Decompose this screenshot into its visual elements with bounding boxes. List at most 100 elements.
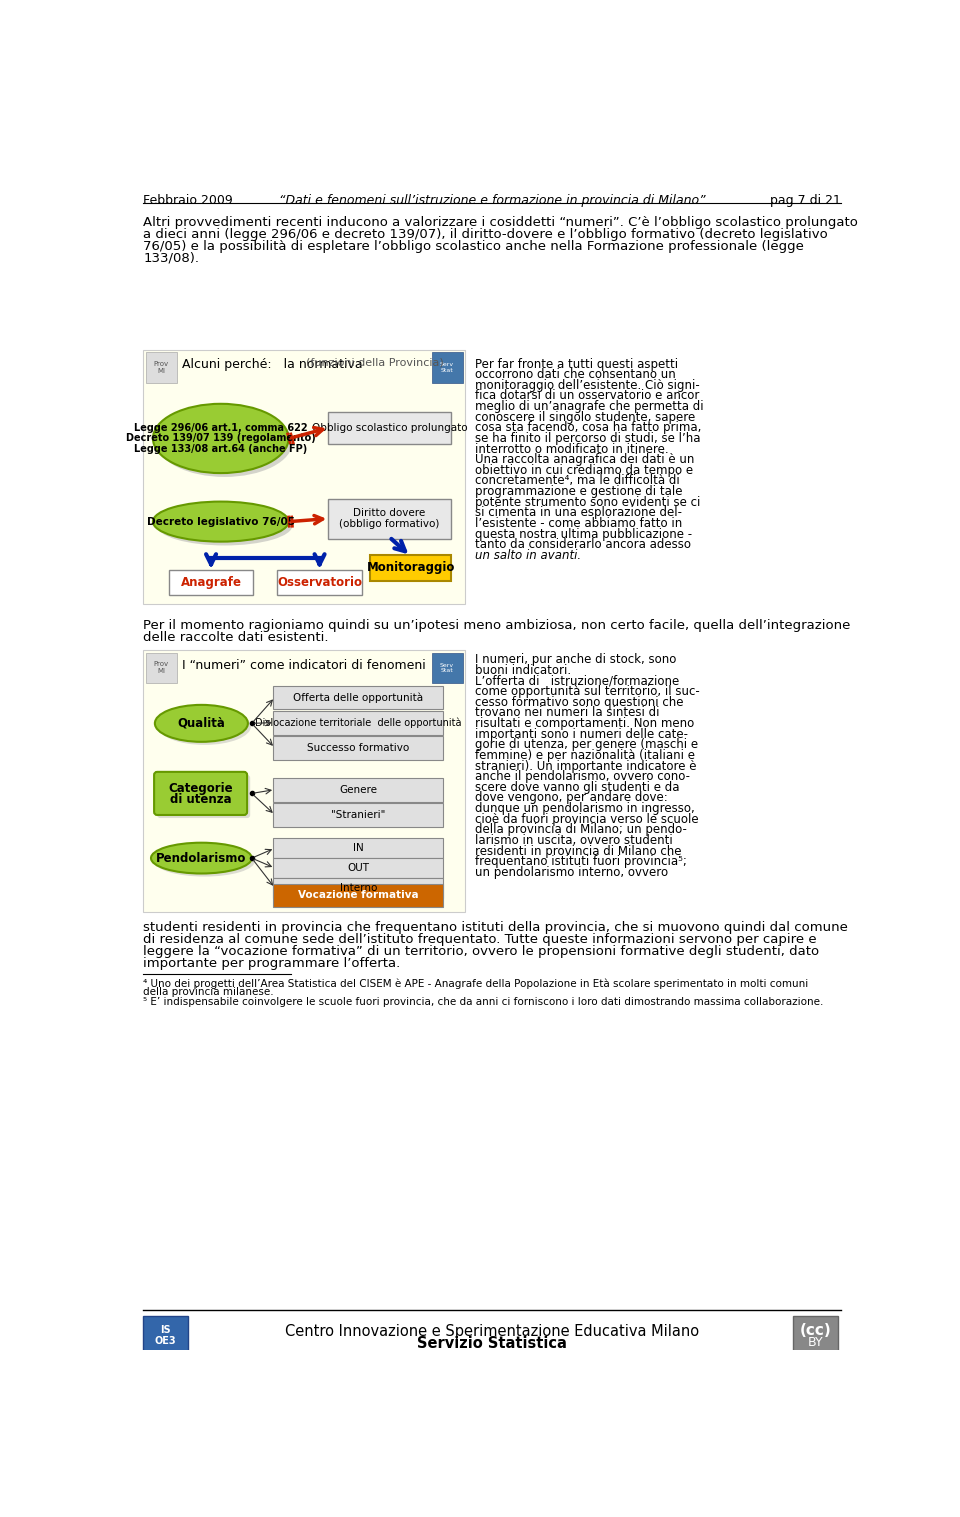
Ellipse shape — [151, 843, 252, 874]
Text: questa nostra ultima pubblicazione -: questa nostra ultima pubblicazione - — [475, 528, 692, 540]
FancyBboxPatch shape — [157, 775, 251, 818]
FancyBboxPatch shape — [143, 1317, 188, 1355]
Text: larismo in uscita, ovvero studenti: larismo in uscita, ovvero studenti — [475, 834, 673, 846]
Text: Legge 296/06 art.1, comma 622: Legge 296/06 art.1, comma 622 — [134, 423, 307, 432]
Text: cosa sta facendo, cosa ha fatto prima,: cosa sta facendo, cosa ha fatto prima, — [475, 422, 702, 434]
FancyBboxPatch shape — [274, 778, 444, 802]
Text: si cimenta in una esplorazione del-: si cimenta in una esplorazione del- — [475, 507, 682, 519]
Text: I “numeri” come indicatori di fenomeni: I “numeri” come indicatori di fenomeni — [182, 660, 425, 672]
FancyBboxPatch shape — [371, 555, 451, 581]
Text: di residenza al comune sede dell’istituto frequentato. Tutte queste informazioni: di residenza al comune sede dell’istitut… — [143, 933, 817, 947]
Text: (cc): (cc) — [800, 1323, 831, 1338]
Text: (obbligo formativo): (obbligo formativo) — [339, 519, 440, 529]
FancyBboxPatch shape — [155, 772, 247, 815]
FancyBboxPatch shape — [274, 711, 444, 734]
Text: Interno: Interno — [340, 883, 377, 894]
Text: Genere: Genere — [339, 784, 377, 795]
Text: scere dove vanno gli studenti e da: scere dove vanno gli studenti e da — [475, 781, 680, 793]
Ellipse shape — [156, 408, 293, 476]
Text: della provincia di Milano; un pendo-: della provincia di Milano; un pendo- — [475, 824, 686, 836]
Text: un pendolarismo interno, ovvero: un pendolarismo interno, ovvero — [475, 866, 668, 878]
Text: fica dotarsi di un osservatorio e ancor: fica dotarsi di un osservatorio e ancor — [475, 390, 699, 402]
Text: dove vengono, per andare dove:: dove vengono, per andare dove: — [475, 792, 668, 804]
Text: Alcuni perché:   la normativa: Alcuni perché: la normativa — [182, 358, 363, 370]
Text: Prov
MI: Prov MI — [154, 361, 169, 375]
Text: della provincia milanese.: della provincia milanese. — [143, 988, 274, 998]
Text: come opportunità sul territorio, il suc-: come opportunità sul territorio, il suc- — [475, 686, 700, 698]
Text: Altri provvedimenti recenti inducono a valorizzare i cosiddetti “numeri”. C’è l’: Altri provvedimenti recenti inducono a v… — [143, 215, 858, 229]
Text: pag 7 di 21: pag 7 di 21 — [770, 194, 841, 208]
Text: dunque un pendolarismo in ingresso,: dunque un pendolarismo in ingresso, — [475, 802, 695, 815]
FancyBboxPatch shape — [274, 883, 444, 907]
Text: conoscere il singolo studente, sapere: conoscere il singolo studente, sapere — [475, 411, 695, 423]
Text: potente strumento sono evidenti se ci: potente strumento sono evidenti se ci — [475, 496, 701, 508]
Text: Una raccolta anagrafica dei dati è un: Una raccolta anagrafica dei dati è un — [475, 454, 694, 466]
Text: Prov
MI: Prov MI — [154, 661, 169, 675]
Text: importanti sono i numeri delle cate-: importanti sono i numeri delle cate- — [475, 728, 688, 740]
Text: Obbligo scolastico prolungato: Obbligo scolastico prolungato — [311, 423, 468, 432]
Text: interrotto o modificato in itinere.: interrotto o modificato in itinere. — [475, 443, 668, 455]
Text: risultati e comportamenti. Non meno: risultati e comportamenti. Non meno — [475, 718, 694, 730]
FancyBboxPatch shape — [146, 652, 177, 683]
FancyBboxPatch shape — [327, 411, 451, 444]
Text: Categorie: Categorie — [168, 783, 233, 795]
Text: se ha finito il percorso di studi, se l’ha: se ha finito il percorso di studi, se l’… — [475, 432, 701, 444]
Ellipse shape — [155, 705, 248, 742]
FancyBboxPatch shape — [274, 878, 444, 898]
Text: Decreto 139/07 139 (regolamento): Decreto 139/07 139 (regolamento) — [126, 434, 316, 443]
Text: I numeri, pur anche di stock, sono: I numeri, pur anche di stock, sono — [475, 654, 677, 666]
Text: Centro Innovazione e Sperimentazione Educativa Milano: Centro Innovazione e Sperimentazione Edu… — [285, 1324, 699, 1340]
Text: Legge 133/08 art.64 (anche FP): Legge 133/08 art.64 (anche FP) — [134, 444, 307, 454]
Text: importante per programmare l’offerta.: importante per programmare l’offerta. — [143, 957, 400, 969]
Text: Anagrafe: Anagrafe — [180, 576, 242, 589]
Text: Per il momento ragioniamo quindi su un’ipotesi meno ambiziosa, non certo facile,: Per il momento ragioniamo quindi su un’i… — [143, 619, 851, 633]
Text: meglio di un’anagrafe che permetta di: meglio di un’anagrafe che permetta di — [475, 400, 704, 413]
FancyBboxPatch shape — [274, 804, 444, 827]
Text: "Stranieri": "Stranieri" — [331, 810, 386, 821]
Text: ⁴ Uno dei progetti dell’Area Statistica del CISEM è APE - Anagrafe della Popolaz: ⁴ Uno dei progetti dell’Area Statistica … — [143, 978, 808, 989]
FancyBboxPatch shape — [327, 499, 451, 539]
Text: a dieci anni (legge 296/06 e decreto 139/07), il diritto-dovere e l’obbligo form: a dieci anni (legge 296/06 e decreto 139… — [143, 228, 828, 241]
Text: leggere la “vocazione formativa” di un territorio, ovvero le propensioni formati: leggere la “vocazione formativa” di un t… — [143, 945, 820, 959]
Text: trovano nei numeri la sintesi di: trovano nei numeri la sintesi di — [475, 707, 660, 719]
Text: cioè da fuori provincia verso le scuole: cioè da fuori provincia verso le scuole — [475, 813, 699, 825]
Text: Diritto dovere: Diritto dovere — [353, 508, 425, 519]
Text: femmine) e per nazionalità (italiani e: femmine) e per nazionalità (italiani e — [475, 749, 695, 762]
FancyBboxPatch shape — [277, 570, 362, 595]
FancyBboxPatch shape — [143, 651, 465, 912]
Text: Osservatorio: Osservatorio — [277, 576, 362, 589]
Text: Dislocazione territoriale  delle opportunità: Dislocazione territoriale delle opportun… — [255, 718, 462, 728]
Text: occorrono dati che consentano un: occorrono dati che consentano un — [475, 369, 676, 381]
Text: OUT: OUT — [348, 863, 370, 874]
Text: (funzioni della Provincia): (funzioni della Provincia) — [306, 358, 444, 367]
Ellipse shape — [158, 708, 251, 745]
FancyBboxPatch shape — [793, 1317, 838, 1355]
Text: Vocazione formativa: Vocazione formativa — [298, 890, 419, 900]
FancyBboxPatch shape — [169, 570, 253, 595]
Text: Serv
Stat: Serv Stat — [440, 663, 454, 674]
Text: tanto da considerarlo ancora adesso: tanto da considerarlo ancora adesso — [475, 539, 691, 551]
Text: stranieri). Un importante indicatore è: stranieri). Un importante indicatore è — [475, 760, 696, 772]
Text: Servizio Statistica: Servizio Statistica — [417, 1336, 567, 1352]
Text: obiettivo in cui crediamo da tempo e: obiettivo in cui crediamo da tempo e — [475, 464, 693, 476]
Text: Qualità: Qualità — [178, 718, 226, 730]
Text: BY: BY — [807, 1336, 823, 1349]
FancyBboxPatch shape — [432, 652, 463, 683]
Text: di utenza: di utenza — [170, 793, 231, 806]
Ellipse shape — [153, 404, 289, 473]
Text: 133/08).: 133/08). — [143, 252, 200, 265]
Text: Pendolarismo: Pendolarismo — [156, 851, 247, 865]
Text: IN: IN — [353, 843, 364, 853]
FancyBboxPatch shape — [432, 352, 463, 382]
Text: residenti in provincia di Milano che: residenti in provincia di Milano che — [475, 845, 682, 857]
Text: anche il pendolarismo, ovvero cono-: anche il pendolarismo, ovvero cono- — [475, 771, 690, 783]
Text: ⁵ E’ indispensabile coinvolgere le scuole fuori provincia, che da anni ci fornis: ⁵ E’ indispensabile coinvolgere le scuol… — [143, 997, 824, 1007]
FancyBboxPatch shape — [274, 837, 444, 859]
Text: “Dati e fenomeni sull’istruzione e formazione in provincia di Milano”: “Dati e fenomeni sull’istruzione e forma… — [278, 194, 706, 208]
FancyBboxPatch shape — [274, 859, 444, 878]
FancyBboxPatch shape — [274, 736, 444, 760]
Text: Monitoraggio: Monitoraggio — [367, 561, 455, 575]
FancyBboxPatch shape — [274, 686, 444, 710]
Text: gorie di utenza, per genere (maschi e: gorie di utenza, per genere (maschi e — [475, 739, 698, 751]
Text: cesso formativo sono questioni che: cesso formativo sono questioni che — [475, 696, 684, 708]
